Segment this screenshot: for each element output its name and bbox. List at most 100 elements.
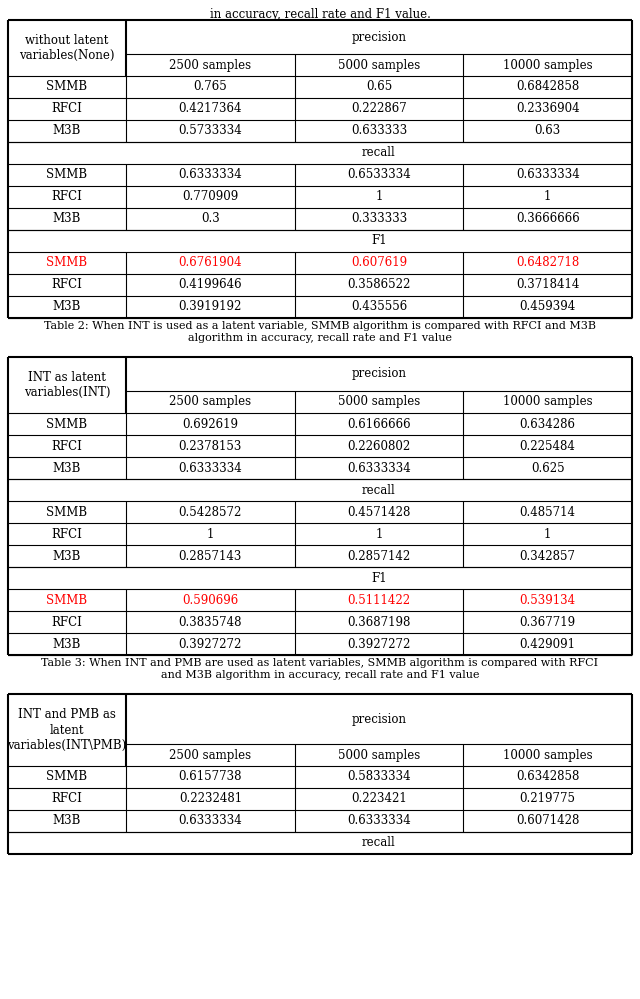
Text: 0.222867: 0.222867 <box>351 103 407 116</box>
Text: 0.3927272: 0.3927272 <box>179 637 242 650</box>
Text: 0.4217364: 0.4217364 <box>179 103 242 116</box>
Text: INT and PMB as
latent
variables(INT\PMB): INT and PMB as latent variables(INT\PMB) <box>8 708 127 751</box>
Text: 2500 samples: 2500 samples <box>169 748 252 761</box>
Text: 0.5733334: 0.5733334 <box>179 125 242 138</box>
Text: 0.6333334: 0.6333334 <box>347 462 411 475</box>
Text: 0.6333334: 0.6333334 <box>179 814 242 827</box>
Text: precision: precision <box>351 712 406 725</box>
Text: 0.634286: 0.634286 <box>520 418 575 431</box>
Text: in accuracy, recall rate and F1 value.: in accuracy, recall rate and F1 value. <box>209 8 431 21</box>
Text: 0.225484: 0.225484 <box>520 440 575 453</box>
Text: 0.219775: 0.219775 <box>520 792 575 805</box>
Text: INT as latent
variables(INT): INT as latent variables(INT) <box>24 371 110 399</box>
Text: 0.6166666: 0.6166666 <box>347 418 411 431</box>
Text: 0.6157738: 0.6157738 <box>179 770 242 783</box>
Text: 0.6342858: 0.6342858 <box>516 770 579 783</box>
Text: 0.590696: 0.590696 <box>182 593 239 606</box>
Text: 0.435556: 0.435556 <box>351 301 407 314</box>
Text: M3B: M3B <box>53 213 81 226</box>
Text: 0.429091: 0.429091 <box>520 637 575 650</box>
Text: F1: F1 <box>371 571 387 584</box>
Text: 0.2336904: 0.2336904 <box>516 103 579 116</box>
Text: 0.3666666: 0.3666666 <box>516 213 580 226</box>
Text: 0.2260802: 0.2260802 <box>348 440 411 453</box>
Text: 0.459394: 0.459394 <box>520 301 576 314</box>
Text: RFCI: RFCI <box>52 615 83 628</box>
Text: 0.3927272: 0.3927272 <box>348 637 411 650</box>
Text: 2500 samples: 2500 samples <box>169 59 252 72</box>
Text: 10000 samples: 10000 samples <box>503 59 593 72</box>
Text: precision: precision <box>351 31 406 44</box>
Text: 0.4199646: 0.4199646 <box>179 279 242 292</box>
Text: 0.3586522: 0.3586522 <box>348 279 411 292</box>
Text: 1: 1 <box>375 527 383 540</box>
Text: RFCI: RFCI <box>52 792 83 805</box>
Text: 0.485714: 0.485714 <box>520 505 575 518</box>
Text: 0.3835748: 0.3835748 <box>179 615 242 628</box>
Text: 0.6761904: 0.6761904 <box>179 257 242 270</box>
Text: 5000 samples: 5000 samples <box>338 748 420 761</box>
Text: 5000 samples: 5000 samples <box>338 59 420 72</box>
Text: 0.6333334: 0.6333334 <box>179 462 242 475</box>
Text: 0.5428572: 0.5428572 <box>179 505 242 518</box>
Text: 5000 samples: 5000 samples <box>338 396 420 409</box>
Text: 0.342857: 0.342857 <box>520 549 575 562</box>
Text: 0.2857143: 0.2857143 <box>179 549 242 562</box>
Text: SMMB: SMMB <box>47 81 88 94</box>
Text: Table 2: When INT is used as a latent variable, SMMB algorithm is compared with : Table 2: When INT is used as a latent va… <box>44 321 596 343</box>
Text: precision: precision <box>351 368 406 381</box>
Text: 0.692619: 0.692619 <box>182 418 238 431</box>
Text: SMMB: SMMB <box>47 169 88 182</box>
Text: 1: 1 <box>207 527 214 540</box>
Text: M3B: M3B <box>53 125 81 138</box>
Text: 2500 samples: 2500 samples <box>169 396 252 409</box>
Text: SMMB: SMMB <box>47 257 88 270</box>
Text: SMMB: SMMB <box>47 418 88 431</box>
Text: recall: recall <box>362 484 396 497</box>
Text: 0.2378153: 0.2378153 <box>179 440 242 453</box>
Text: 0.333333: 0.333333 <box>351 213 407 226</box>
Text: F1: F1 <box>371 235 387 248</box>
Text: 0.607619: 0.607619 <box>351 257 407 270</box>
Text: SMMB: SMMB <box>47 505 88 518</box>
Text: M3B: M3B <box>53 549 81 562</box>
Text: 0.6482718: 0.6482718 <box>516 257 579 270</box>
Text: RFCI: RFCI <box>52 279 83 292</box>
Text: RFCI: RFCI <box>52 527 83 540</box>
Text: 0.6533334: 0.6533334 <box>347 169 411 182</box>
Text: SMMB: SMMB <box>47 593 88 606</box>
Text: 0.367719: 0.367719 <box>520 615 576 628</box>
Text: 0.223421: 0.223421 <box>351 792 407 805</box>
Text: 0.625: 0.625 <box>531 462 564 475</box>
Text: 0.3718414: 0.3718414 <box>516 279 579 292</box>
Text: M3B: M3B <box>53 637 81 650</box>
Text: 0.3919192: 0.3919192 <box>179 301 242 314</box>
Text: 0.633333: 0.633333 <box>351 125 407 138</box>
Text: M3B: M3B <box>53 462 81 475</box>
Text: 0.770909: 0.770909 <box>182 191 239 204</box>
Text: 1: 1 <box>375 191 383 204</box>
Text: M3B: M3B <box>53 301 81 314</box>
Text: 0.65: 0.65 <box>366 81 392 94</box>
Text: 0.5833334: 0.5833334 <box>347 770 411 783</box>
Text: 10000 samples: 10000 samples <box>503 748 593 761</box>
Text: 0.3687198: 0.3687198 <box>348 615 411 628</box>
Text: Table 3: When INT and PMB are used as latent variables, SMMB algorithm is compar: Table 3: When INT and PMB are used as la… <box>42 658 598 679</box>
Text: 0.4571428: 0.4571428 <box>348 505 411 518</box>
Text: 0.2232481: 0.2232481 <box>179 792 242 805</box>
Text: RFCI: RFCI <box>52 103 83 116</box>
Text: 0.765: 0.765 <box>193 81 227 94</box>
Text: 1: 1 <box>544 191 551 204</box>
Text: 0.2857142: 0.2857142 <box>348 549 411 562</box>
Text: M3B: M3B <box>53 814 81 827</box>
Text: without latent
variables(None): without latent variables(None) <box>19 34 115 62</box>
Text: 0.6333334: 0.6333334 <box>179 169 242 182</box>
Text: 0.539134: 0.539134 <box>520 593 576 606</box>
Text: 0.6333334: 0.6333334 <box>516 169 580 182</box>
Text: 10000 samples: 10000 samples <box>503 396 593 409</box>
Text: 1: 1 <box>544 527 551 540</box>
Text: RFCI: RFCI <box>52 440 83 453</box>
Text: SMMB: SMMB <box>47 770 88 783</box>
Text: 0.6842858: 0.6842858 <box>516 81 579 94</box>
Text: recall: recall <box>362 836 396 849</box>
